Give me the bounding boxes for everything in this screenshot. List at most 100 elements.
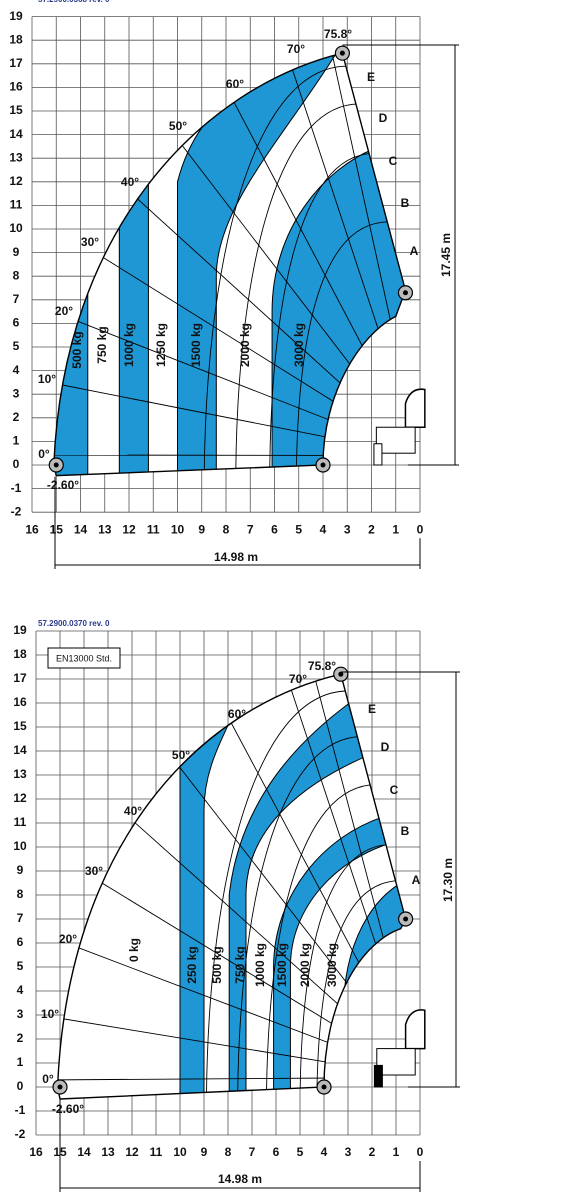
load-label: 500 kg [70,331,84,368]
y-tick-label: 8 [13,268,20,282]
y-tick-label: -2 [15,1127,26,1141]
y-tick-label: 14 [9,127,23,141]
x-tick-label: 14 [77,1145,91,1159]
load-label: 1000 kg [253,943,267,987]
height-label: 17.30 m [441,858,455,902]
x-tick-label: 5 [295,522,302,536]
angle-label: 20° [55,304,73,318]
chassis [376,1048,416,1076]
extension-curve [299,844,392,1099]
boom-letter: D [379,111,388,125]
y-tick-label: -2 [11,504,22,518]
boom-head-hub [320,462,326,468]
y-tick-label: 13 [13,767,27,781]
boom-head-hub [57,1084,63,1090]
y-tick-label: 1 [13,434,20,448]
reach-label: 14.98 m [214,550,258,564]
y-tick-label: 5 [17,959,24,973]
angle-label: 30° [81,235,99,249]
x-tick-label: 14 [74,522,88,536]
x-tick-label: 13 [101,1145,115,1159]
angle-label: 0° [38,447,50,461]
x-tick-label: 15 [50,522,64,536]
y-tick-label: 2 [17,1031,24,1045]
y-tick-label: 3 [17,1007,24,1021]
boom-letter: E [367,70,375,84]
envelope-outline [53,52,407,477]
x-tick-label: 11 [150,1145,163,1159]
standard-label: EN13000 Std. [56,653,112,663]
x-tick-label: 0 [417,522,424,536]
y-tick-label: 14 [13,743,27,757]
y-tick-label: 0 [17,1079,24,1093]
extension-curve [269,153,374,476]
angle-label: 40° [124,804,142,818]
extension-curve [235,103,360,476]
y-tick-label: 19 [13,623,27,637]
wheel [373,443,383,466]
y-tick-label: 11 [14,815,27,829]
y-tick-label: 16 [13,695,27,709]
boom-letter: B [401,196,410,210]
x-tick-label: 2 [368,522,375,536]
x-tick-label: 16 [29,1145,43,1159]
angle-label: 60° [228,707,246,721]
boom-letter: C [389,154,398,168]
boom-head-hub [53,462,59,468]
x-tick-label: 9 [201,1145,208,1159]
x-tick-label: 7 [247,522,254,536]
x-tick-label: 2 [369,1145,376,1159]
y-tick-label: 5 [13,339,20,353]
chassis [375,426,416,454]
y-tick-label: 9 [13,245,20,259]
standard-box [47,647,121,669]
load-label: 0 kg [127,938,141,962]
boom-letter: C [390,783,399,797]
extension-curve [316,880,401,1099]
envelope-outline [56,673,407,1100]
x-tick-label: 13 [98,522,112,536]
y-tick-label: 13 [9,150,23,164]
height-label: 17.45 m [439,233,453,277]
angle-label: 50° [172,748,190,762]
angle-label: 60° [226,77,244,91]
y-tick-label: 4 [17,983,24,997]
y-tick-label: 15 [9,103,23,117]
x-tick-label: 6 [271,522,278,536]
x-tick-label: 1 [392,522,399,536]
angle-label: 40° [121,175,139,189]
boom-head-hub [321,1084,327,1090]
y-tick-label: 10 [9,221,23,235]
x-tick-label: 6 [273,1145,280,1159]
y-tick-label: 18 [9,32,23,46]
angle-label: 70° [287,42,305,56]
boom-head-hub [402,290,408,296]
load-label: 1500 kg [275,943,289,987]
y-tick-label: 9 [17,863,24,877]
min-angle-label: -2.60° [52,1102,84,1116]
cab [404,388,426,428]
x-tick-label: 8 [223,522,230,536]
chart-code: 57.2900.0370 rev. 0 [38,619,110,628]
load-label: 500 kg [210,946,224,983]
y-tick-label: 12 [9,174,23,188]
x-tick-label: 0 [417,1145,424,1159]
x-tick-label: 8 [225,1145,232,1159]
y-tick-label: 6 [17,935,24,949]
boom-head-hub [338,671,344,677]
extension-curve [295,221,389,476]
y-tick-label: 3 [13,386,20,400]
y-tick-label: 4 [13,363,20,377]
angle-line [53,454,406,457]
boom-letter: A [412,873,421,887]
x-tick-label: 10 [173,1145,187,1159]
x-tick-label: 11 [147,522,160,536]
boom-letter: D [381,740,390,754]
y-tick-label: -1 [15,1103,26,1117]
extension-curve [203,65,348,476]
x-tick-label: 1 [393,1145,400,1159]
boom-letter: A [410,244,419,258]
wheel [373,1064,383,1088]
